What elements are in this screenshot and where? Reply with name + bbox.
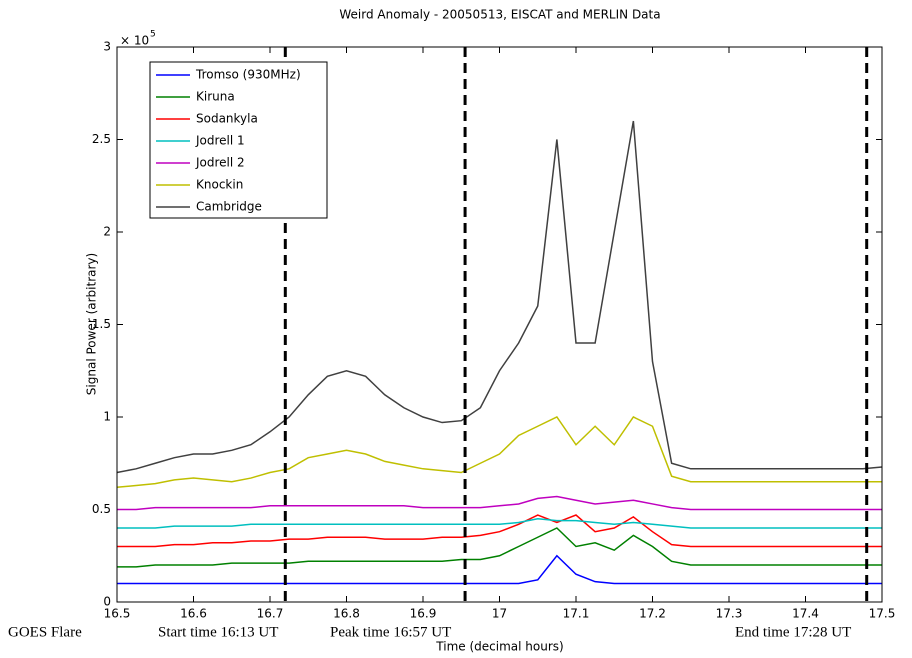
y-tick-label: 0.5 [92, 502, 111, 516]
x-tick-label: 17.4 [792, 607, 819, 621]
series-line [116, 416, 882, 489]
y-axis-label: Signal Power (arbitrary) [85, 253, 99, 395]
y-tick-label: 2 [103, 225, 111, 239]
x-tick-label: 17.5 [869, 607, 896, 621]
x-tick-label: 16.6 [180, 607, 207, 621]
annotation: GOES Flare [8, 624, 82, 640]
series-line [117, 517, 882, 529]
x-tick-label: 16.5 [104, 607, 131, 621]
annotation: Start time 16:13 UT [158, 624, 278, 640]
x-tick-label: 17.1 [563, 607, 590, 621]
y-scale-power: 5 [150, 30, 156, 40]
series-line [117, 495, 882, 511]
x-tick-label: 17.3 [716, 607, 743, 621]
chart-title: Weird Anomaly - 20050513, EISCAT and MER… [339, 8, 660, 22]
legend-label: Knockin [196, 178, 243, 192]
y-tick-label: 3 [103, 40, 111, 54]
y-tick-label: 1.5 [92, 317, 111, 331]
series-line [117, 514, 882, 548]
x-tick-label: 16.8 [333, 607, 360, 621]
x-tick-label: 16.7 [257, 607, 284, 621]
legend-label: Sodankyla [196, 112, 258, 126]
y-tick-label: 1 [103, 410, 111, 424]
legend-box [149, 61, 328, 219]
legend-label: Tromso (930MHz) [195, 68, 301, 82]
series-line [117, 527, 882, 568]
x-tick-label: 17 [492, 607, 507, 621]
y-tick-label: 2.5 [92, 132, 111, 146]
annotation: Peak time 16:57 UT [330, 624, 451, 640]
legend-label: Jodrell 2 [195, 156, 245, 170]
legend-label: Cambridge [196, 200, 262, 214]
legend-label: Jodrell 1 [195, 134, 245, 148]
x-axis-label: Time (decimal hours) [435, 640, 563, 654]
x-tick-label: 17.2 [639, 607, 666, 621]
series-line [116, 120, 883, 474]
series-line [117, 554, 882, 585]
legend-label: Kiruna [196, 90, 235, 104]
y-tick-label: 0 [103, 595, 111, 609]
annotation: End time 17:28 UT [735, 624, 851, 640]
x-tick-label: 16.9 [410, 607, 437, 621]
y-scale-base: × 10 [120, 34, 149, 48]
axes-box [116, 46, 883, 603]
